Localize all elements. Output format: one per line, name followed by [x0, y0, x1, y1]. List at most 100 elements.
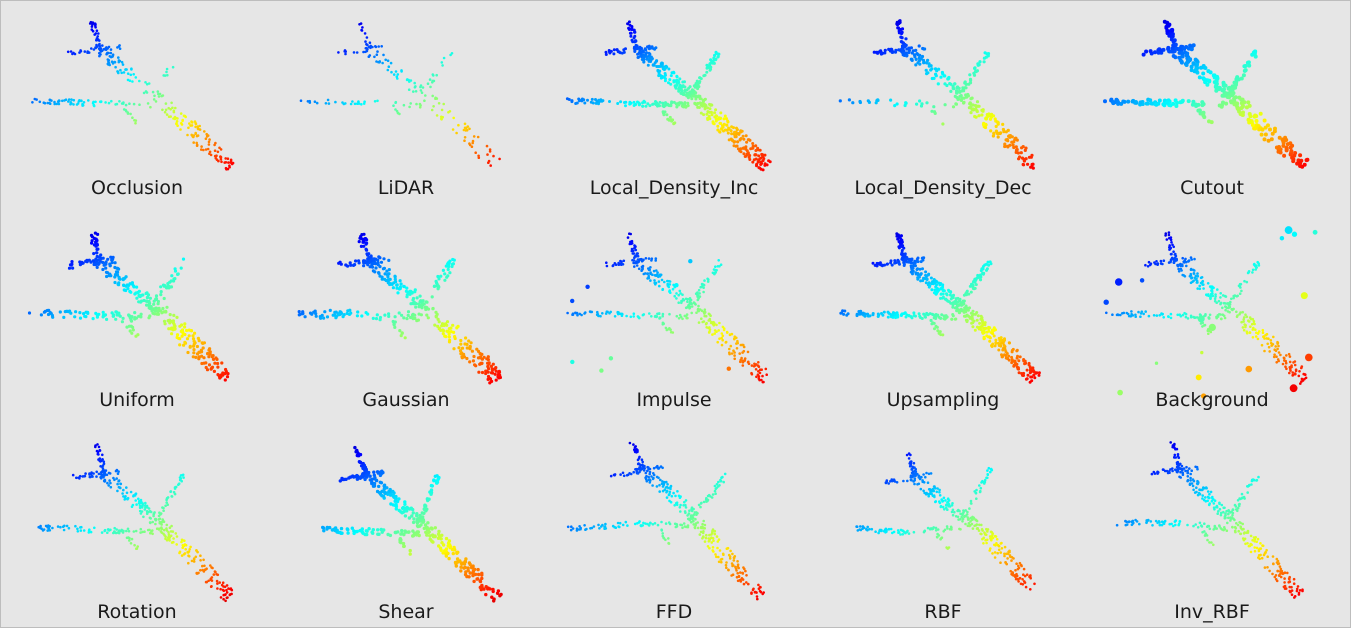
cloud-point [106, 58, 110, 61]
cloud-point [751, 144, 755, 148]
cloud-point [378, 60, 382, 63]
cloud-point [382, 53, 385, 57]
cloud-point [1251, 268, 1255, 272]
cloud-point [99, 477, 103, 480]
cloud-point [365, 42, 368, 46]
cloud-point [337, 51, 340, 54]
cloud-point [716, 340, 719, 344]
cloud-point [1239, 282, 1243, 286]
cloud-point [462, 561, 466, 565]
cloud-point [224, 599, 227, 603]
cloud-point [1272, 355, 1276, 359]
cloud-point [344, 52, 347, 56]
cloud-point [662, 75, 666, 79]
cloud-point [414, 302, 418, 306]
cloud-point [1028, 365, 1032, 369]
noise-point [608, 356, 614, 361]
cloud-point [1164, 25, 1169, 30]
noise-point [1304, 353, 1313, 362]
cloud-point [484, 371, 488, 376]
cloud-point [1257, 330, 1261, 333]
cloud-point [900, 252, 903, 256]
cloud-point [974, 107, 978, 111]
panel-label: Gaussian [362, 389, 450, 411]
cloud-point [346, 531, 350, 535]
cloud-point [463, 122, 467, 126]
cloud-point [74, 524, 77, 528]
cloud-point [930, 109, 934, 113]
cloud-point [412, 517, 416, 521]
cloud-point [608, 311, 611, 315]
cloud-point [106, 271, 110, 275]
cloud-point [989, 129, 993, 133]
cloud-point [621, 471, 625, 475]
cloud-point [912, 53, 917, 57]
cloud-point [1224, 308, 1227, 312]
cloud-point [437, 285, 441, 289]
cloud-point [327, 102, 331, 105]
point-cloud-ffd [566, 441, 765, 601]
cloud-point [109, 48, 113, 51]
cloud-point [373, 100, 377, 103]
cloud-point [208, 150, 212, 154]
cloud-point [1300, 377, 1304, 381]
cloud-point [882, 310, 886, 314]
cloud-point [751, 142, 755, 145]
cloud-point [897, 29, 901, 33]
cloud-point [1261, 331, 1265, 334]
cloud-point [169, 285, 174, 289]
cloud-point [480, 576, 484, 581]
cloud-point [1157, 98, 1162, 103]
cloud-point [459, 352, 463, 356]
cloud-point [97, 445, 101, 449]
cloud-point [221, 588, 225, 592]
cloud-point [1169, 238, 1173, 242]
cloud-point [1030, 375, 1034, 379]
cloud-point [163, 322, 167, 326]
cloud-point [378, 473, 383, 478]
cloud-point [222, 585, 225, 588]
cloud-point [197, 127, 200, 131]
cloud-point [973, 312, 977, 316]
cloud-point [143, 508, 147, 511]
cloud-point [632, 100, 636, 104]
cloud-point [151, 307, 155, 311]
cloud-point [455, 550, 459, 555]
cloud-point [462, 128, 466, 132]
cloud-point [997, 341, 1001, 345]
cloud-point [1141, 52, 1146, 57]
cloud-point [425, 525, 429, 530]
cloud-point [156, 302, 160, 306]
cloud-point [463, 139, 466, 142]
cloud-point [183, 340, 187, 344]
point-cloud-gaussian [297, 232, 502, 385]
cloud-point [723, 128, 727, 132]
cloud-point [195, 144, 199, 147]
cloud-point [463, 572, 468, 577]
cloud-point [981, 331, 985, 335]
cloud-point [975, 100, 980, 104]
cloud-point [381, 61, 384, 65]
cloud-point [616, 102, 620, 105]
cloud-point [230, 588, 234, 592]
cloud-point [354, 259, 358, 263]
panel-label: Local_Density_Dec [854, 177, 1032, 199]
cloud-point [446, 541, 451, 545]
cloud-point [169, 115, 172, 118]
panel-label: Occlusion [90, 177, 183, 199]
cloud-point [1298, 161, 1303, 166]
cloud-point [145, 512, 149, 515]
cloud-point [488, 377, 493, 381]
cloud-point [923, 315, 927, 318]
cloud-point [980, 108, 984, 112]
cloud-point [103, 529, 106, 533]
cloud-point [741, 134, 745, 138]
cloud-point [706, 106, 710, 110]
cloud-point [449, 53, 452, 57]
cloud-point [878, 261, 882, 265]
cloud-point [758, 371, 762, 375]
cloud-point [632, 315, 635, 318]
cloud-point [445, 329, 449, 333]
cloud-point [415, 319, 419, 323]
cloud-point [468, 127, 471, 131]
